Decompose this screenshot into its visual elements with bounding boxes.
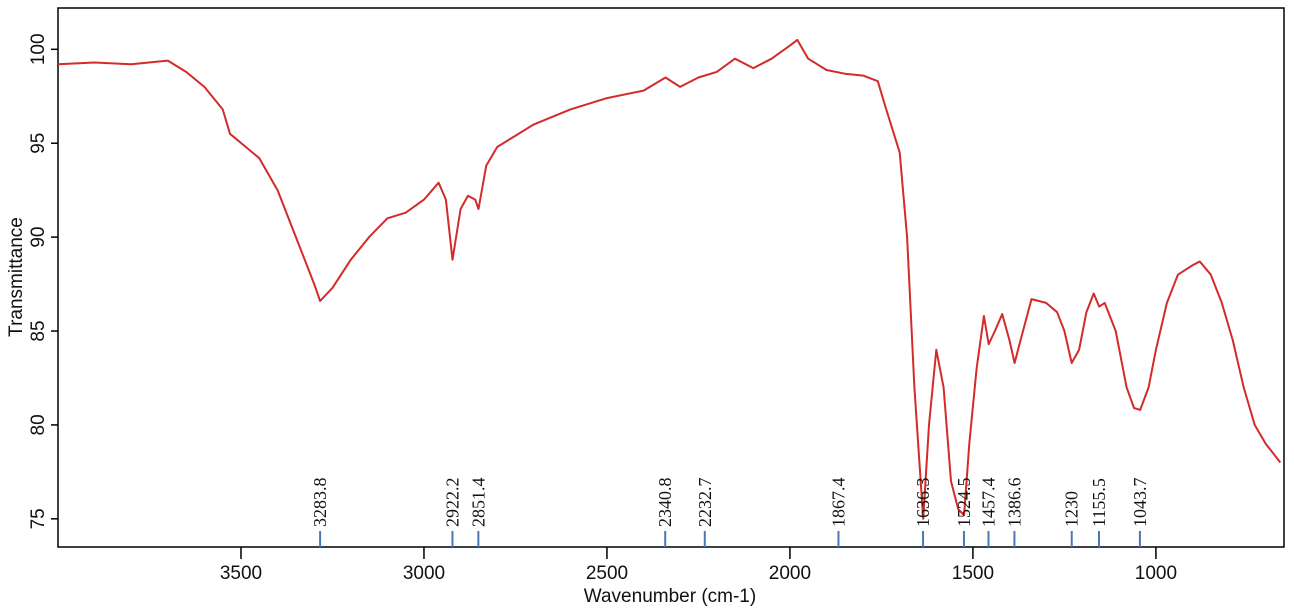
y-tick-label: 80 bbox=[28, 414, 49, 435]
peak-label: 1636.3 bbox=[913, 478, 933, 528]
peak-label: 2922.2 bbox=[442, 478, 462, 528]
x-axis-label: Wavenumber (cm-1) bbox=[584, 586, 756, 607]
x-tick-label: 2500 bbox=[586, 563, 628, 584]
y-tick-label: 100 bbox=[28, 33, 49, 65]
x-tick-label: 1500 bbox=[952, 563, 994, 584]
peak-label: 1386.6 bbox=[1004, 478, 1024, 528]
peak-label: 1867.4 bbox=[828, 478, 848, 528]
y-tick-label: 75 bbox=[28, 508, 49, 529]
x-tick-label: 2000 bbox=[769, 563, 811, 584]
peak-label: 1155.5 bbox=[1089, 478, 1109, 527]
x-tick-label: 1000 bbox=[1135, 563, 1177, 584]
peak-label: 1457.4 bbox=[979, 478, 999, 528]
x-tick-label: 3500 bbox=[220, 563, 262, 584]
peak-label: 1524.5 bbox=[954, 478, 974, 528]
peak-label: 1230 bbox=[1062, 491, 1082, 527]
y-tick-label: 90 bbox=[28, 227, 49, 248]
peak-label: 1043.7 bbox=[1130, 478, 1150, 528]
peak-label: 2232.7 bbox=[695, 478, 715, 528]
peak-label: 2340.8 bbox=[655, 478, 675, 528]
peak-label: 3283.8 bbox=[310, 478, 330, 528]
plot-frame bbox=[57, 7, 1285, 548]
y-tick-label: 85 bbox=[28, 320, 49, 341]
peak-label: 2851.4 bbox=[468, 478, 488, 528]
y-axis-label: Transmittance bbox=[6, 217, 27, 337]
spectrum-line bbox=[57, 38, 1282, 520]
y-tick-label: 95 bbox=[28, 133, 49, 154]
x-tick-label: 3000 bbox=[403, 563, 445, 584]
